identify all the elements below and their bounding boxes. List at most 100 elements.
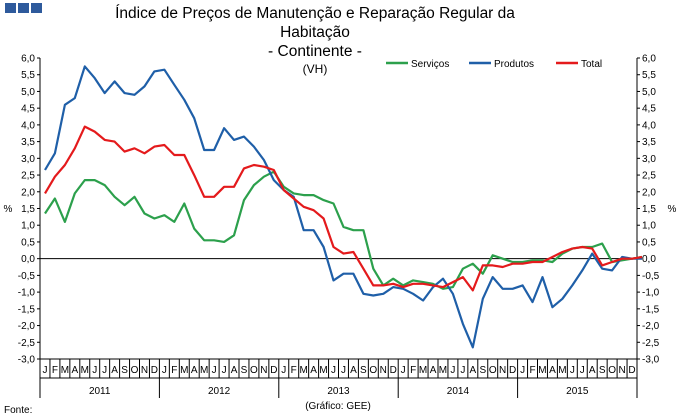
legend-label-total: Total (581, 59, 602, 70)
y-tick-label-left: -0,5 (18, 271, 36, 282)
y-tick-label-left: 5,0 (21, 87, 35, 98)
y-tick-label-right: 1,0 (642, 221, 656, 232)
month-label: M (300, 365, 308, 376)
logo-square-2 (18, 3, 29, 13)
y-tick-label-right: 6,0 (642, 54, 656, 65)
month-label: M (180, 365, 188, 376)
month-label: D (270, 365, 277, 376)
month-label: J (222, 365, 227, 376)
y-tick-label-left: 1,0 (21, 221, 35, 232)
y-tick-label-left: 5,5 (21, 70, 35, 81)
y-tick-label-right: -2,0 (642, 321, 660, 332)
month-label: F (171, 365, 177, 376)
year-label: 2015 (566, 386, 589, 397)
month-label: J (92, 365, 97, 376)
y-tick-label-left: 2,0 (21, 187, 35, 198)
y-tick-label-left: -1,5 (18, 304, 36, 315)
series-line-servicos (44, 170, 643, 290)
month-label: O (489, 365, 497, 376)
chart-credit: (Gráfico: GEE) (305, 401, 371, 412)
y-tick-label-right: 5,5 (642, 70, 656, 81)
logo-square-3 (31, 3, 42, 13)
month-label: A (111, 365, 118, 376)
month-label: A (589, 365, 596, 376)
month-label: M (61, 365, 69, 376)
month-label: A (549, 365, 556, 376)
month-label: D (390, 365, 397, 376)
legend-label-produtos: Produtos (494, 59, 534, 70)
month-label: F (52, 365, 58, 376)
y-tick-label-left: 2,5 (21, 171, 35, 182)
y-tick-label-right: -1,0 (642, 288, 660, 299)
month-label: M (419, 365, 427, 376)
month-label: S (241, 365, 248, 376)
y-tick-label-left: 0,5 (21, 237, 35, 248)
month-label: J (331, 365, 336, 376)
y-tick-label-left: 4,5 (21, 104, 35, 115)
month-label: A (71, 365, 78, 376)
y-tick-label-right: 0,5 (642, 237, 656, 248)
month-label: J (460, 365, 465, 376)
month-label: A (310, 365, 317, 376)
y-tick-label-right: 4,5 (642, 104, 656, 115)
month-label: O (369, 365, 377, 376)
month-label: S (599, 365, 606, 376)
y-tick-label-left: 6,0 (21, 54, 35, 65)
year-label: 2014 (447, 386, 470, 397)
month-label: A (231, 365, 238, 376)
month-label: A (191, 365, 198, 376)
y-tick-label-right: 3,5 (642, 137, 656, 148)
month-label: N (141, 365, 148, 376)
month-label: A (430, 365, 437, 376)
month-label: F (291, 365, 297, 376)
month-label: D (628, 365, 635, 376)
month-label: J (212, 365, 217, 376)
y-tick-label-right: -3,0 (642, 355, 660, 366)
y-tick-label-right: 5,0 (642, 87, 656, 98)
month-label: M (319, 365, 327, 376)
month-label: F (410, 365, 416, 376)
y-tick-label-left: 3,0 (21, 154, 35, 165)
logo-square-1 (5, 3, 16, 13)
chart-title-line-3: - Continente - (268, 43, 362, 60)
y-tick-label-right: -0,5 (642, 271, 660, 282)
y-axis-label-left: % (4, 204, 13, 215)
month-label: O (608, 365, 616, 376)
series-line-total (44, 125, 643, 292)
axes: 6,0 6,0 5,5 5,5 5,0 5,0 4,5 4,5 4,0 4,0 3,5 3,5 3,0 3… (18, 54, 660, 398)
month-label: N (618, 365, 625, 376)
year-label: 2012 (208, 386, 231, 397)
month-label: J (401, 365, 406, 376)
month-label: O (250, 365, 258, 376)
year-label: 2013 (327, 386, 350, 397)
y-tick-label-left: -3,0 (18, 355, 36, 366)
y-tick-label-left: 3,5 (21, 137, 35, 148)
month-label: O (131, 365, 139, 376)
series-line-produtos (44, 65, 642, 349)
month-label: S (360, 365, 367, 376)
month-label: M (558, 365, 566, 376)
month-label: D (151, 365, 158, 376)
y-tick-label-right: -1,5 (642, 304, 660, 315)
month-label: J (580, 365, 585, 376)
month-label: J (281, 365, 286, 376)
chart-title-line-1: Índice de Preços de Manutenção e Reparaç… (115, 5, 515, 22)
month-label: J (102, 365, 107, 376)
y-tick-label-left: 4,0 (21, 120, 35, 131)
y-tick-label-right: 1,5 (642, 204, 656, 215)
y-tick-label-left: -2,5 (18, 338, 36, 349)
month-label: M (81, 365, 89, 376)
month-label: J (450, 365, 455, 376)
y-tick-label-left: -1,0 (18, 288, 36, 299)
month-label: N (260, 365, 267, 376)
month-label: N (380, 365, 387, 376)
y-tick-label-left: 1,5 (21, 204, 35, 215)
month-label: A (469, 365, 476, 376)
y-tick-label-right: 2,5 (642, 171, 656, 182)
y-tick-label-right: 4,0 (642, 120, 656, 131)
month-label: M (439, 365, 447, 376)
month-label: S (121, 365, 128, 376)
y-tick-label-right: -2,5 (642, 338, 660, 349)
chart-title-line-2: Habitação (280, 24, 350, 41)
